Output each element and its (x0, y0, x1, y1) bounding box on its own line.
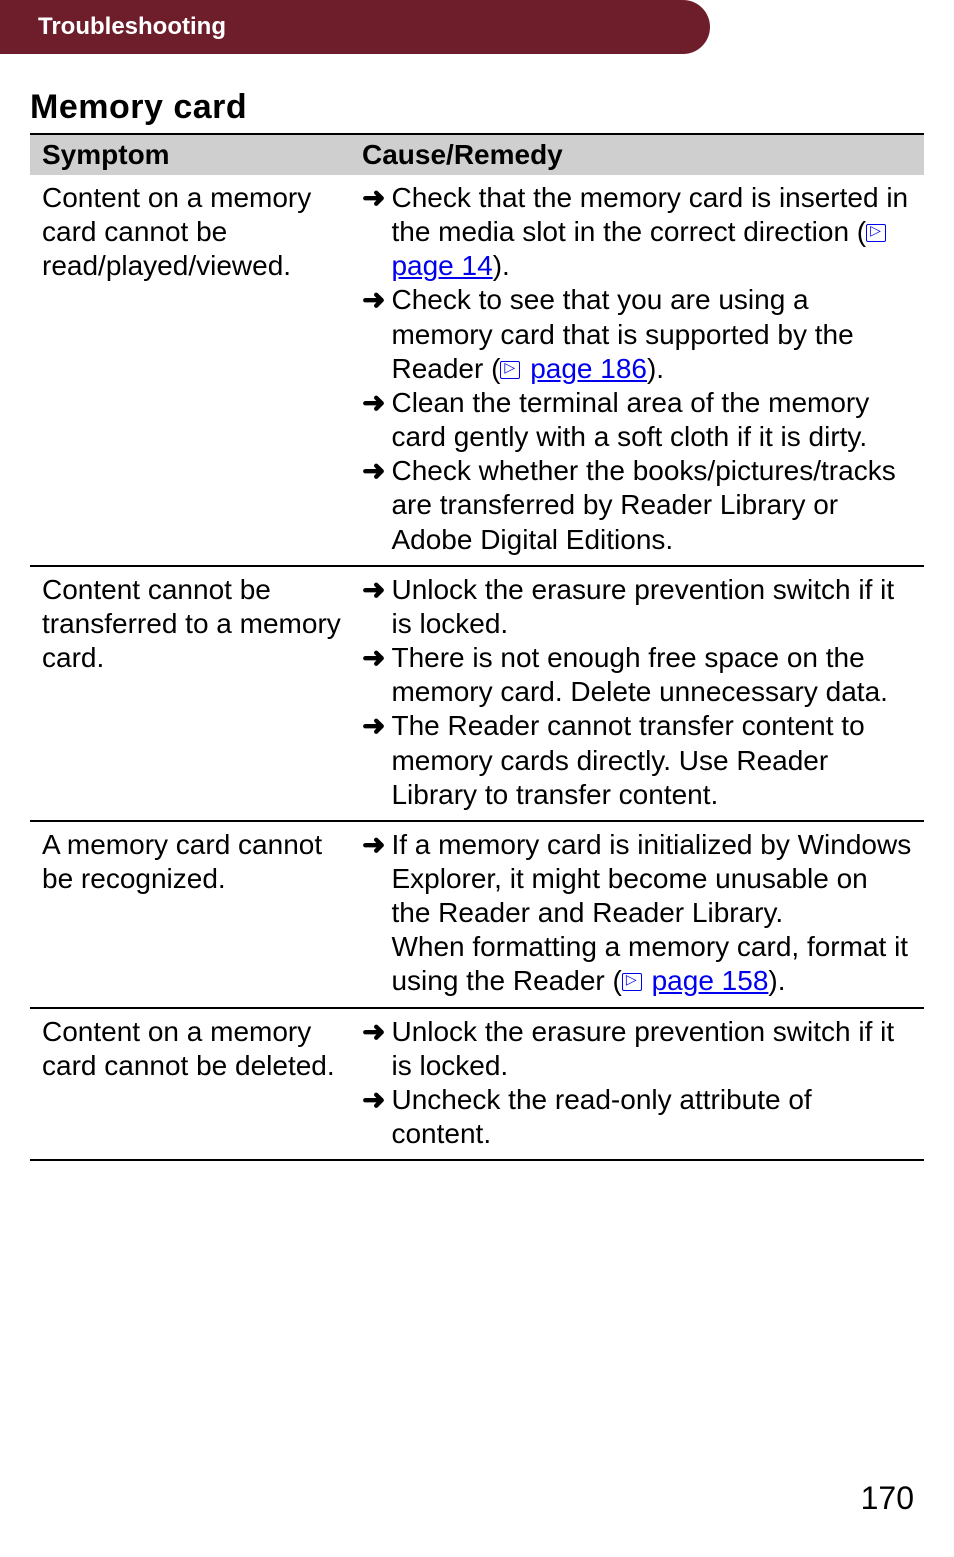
col-header-remedy: Cause/Remedy (350, 135, 924, 175)
remedy-list: ➜Unlock the erasure prevention switch if… (362, 1015, 914, 1152)
page-link-icon[interactable] (622, 973, 642, 991)
arrow-icon: ➜ (362, 283, 385, 317)
page-link-icon[interactable] (866, 224, 886, 242)
remedy-list: ➜Check that the memory card is inserted … (362, 181, 914, 557)
arrow-icon: ➜ (362, 181, 385, 215)
remedy-item: ➜Check to see that you are using a memor… (362, 283, 914, 385)
arrow-icon: ➜ (362, 1083, 385, 1117)
arrow-icon: ➜ (362, 386, 385, 420)
arrow-icon: ➜ (362, 641, 385, 675)
col-header-symptom: Symptom (30, 135, 350, 175)
page-link[interactable]: page 14 (391, 250, 492, 281)
remedy-text: Clean the terminal area of the memory ca… (391, 386, 914, 454)
troubleshooting-table: Symptom Cause/Remedy Content on a memory… (30, 135, 924, 1161)
remedy-item: ➜There is not enough free space on the m… (362, 641, 914, 709)
remedy-cell: ➜If a memory card is initialized by Wind… (350, 821, 924, 1008)
remedy-list: ➜Unlock the erasure prevention switch if… (362, 573, 914, 812)
remedy-item: ➜If a memory card is initialized by Wind… (362, 828, 914, 999)
table-row: Content cannot be transferred to a memor… (30, 566, 924, 821)
remedy-list: ➜If a memory card is initialized by Wind… (362, 828, 914, 999)
symptom-cell: Content cannot be transferred to a memor… (30, 566, 350, 821)
remedy-item: ➜Clean the terminal area of the memory c… (362, 386, 914, 454)
remedy-text: Unlock the erasure prevention switch if … (391, 1015, 914, 1083)
arrow-icon: ➜ (362, 828, 385, 862)
arrow-icon: ➜ (362, 573, 385, 607)
arrow-icon: ➜ (362, 454, 385, 488)
remedy-item: ➜Unlock the erasure prevention switch if… (362, 573, 914, 641)
symptom-cell: A memory card cannot be recognized. (30, 821, 350, 1008)
symptom-cell: Content on a memory card cannot be delet… (30, 1008, 350, 1161)
remedy-cell: ➜Unlock the erasure prevention switch if… (350, 566, 924, 821)
arrow-icon: ➜ (362, 1015, 385, 1049)
header-title: Troubleshooting (38, 13, 226, 41)
content-area: Memory card Symptom Cause/Remedy Content… (0, 54, 954, 1161)
remedy-text: The Reader cannot transfer content to me… (391, 709, 914, 811)
remedy-text: If a memory card is initialized by Windo… (391, 828, 914, 999)
remedy-text: Unlock the erasure prevention switch if … (391, 573, 914, 641)
remedy-cell: ➜Check that the memory card is inserted … (350, 175, 924, 566)
remedy-item: ➜Check that the memory card is inserted … (362, 181, 914, 283)
page-link[interactable]: page 186 (530, 353, 647, 384)
remedy-item: ➜The Reader cannot transfer content to m… (362, 709, 914, 811)
page-link[interactable]: page 158 (652, 965, 769, 996)
table-row: Content on a memory card cannot be delet… (30, 1008, 924, 1161)
table-row: A memory card cannot be recognized.➜If a… (30, 821, 924, 1008)
remedy-text: Check whether the books/pictures/tracks … (391, 454, 914, 556)
page-link-icon[interactable] (500, 361, 520, 379)
remedy-text: Check that the memory card is inserted i… (391, 181, 914, 283)
arrow-icon: ➜ (362, 709, 385, 743)
remedy-item: ➜Check whether the books/pictures/tracks… (362, 454, 914, 556)
remedy-item: ➜Uncheck the read-only attribute of cont… (362, 1083, 914, 1151)
remedy-cell: ➜Unlock the erasure prevention switch if… (350, 1008, 924, 1161)
page-number: 170 (861, 1480, 914, 1517)
remedy-text: Check to see that you are using a memory… (391, 283, 914, 385)
header-tab: Troubleshooting (0, 0, 710, 54)
remedy-text: Uncheck the read-only attribute of conte… (391, 1083, 914, 1151)
table-row: Content on a memory card cannot be read/… (30, 175, 924, 566)
section-title: Memory card (30, 88, 924, 135)
symptom-cell: Content on a memory card cannot be read/… (30, 175, 350, 566)
remedy-item: ➜Unlock the erasure prevention switch if… (362, 1015, 914, 1083)
remedy-text: There is not enough free space on the me… (391, 641, 914, 709)
